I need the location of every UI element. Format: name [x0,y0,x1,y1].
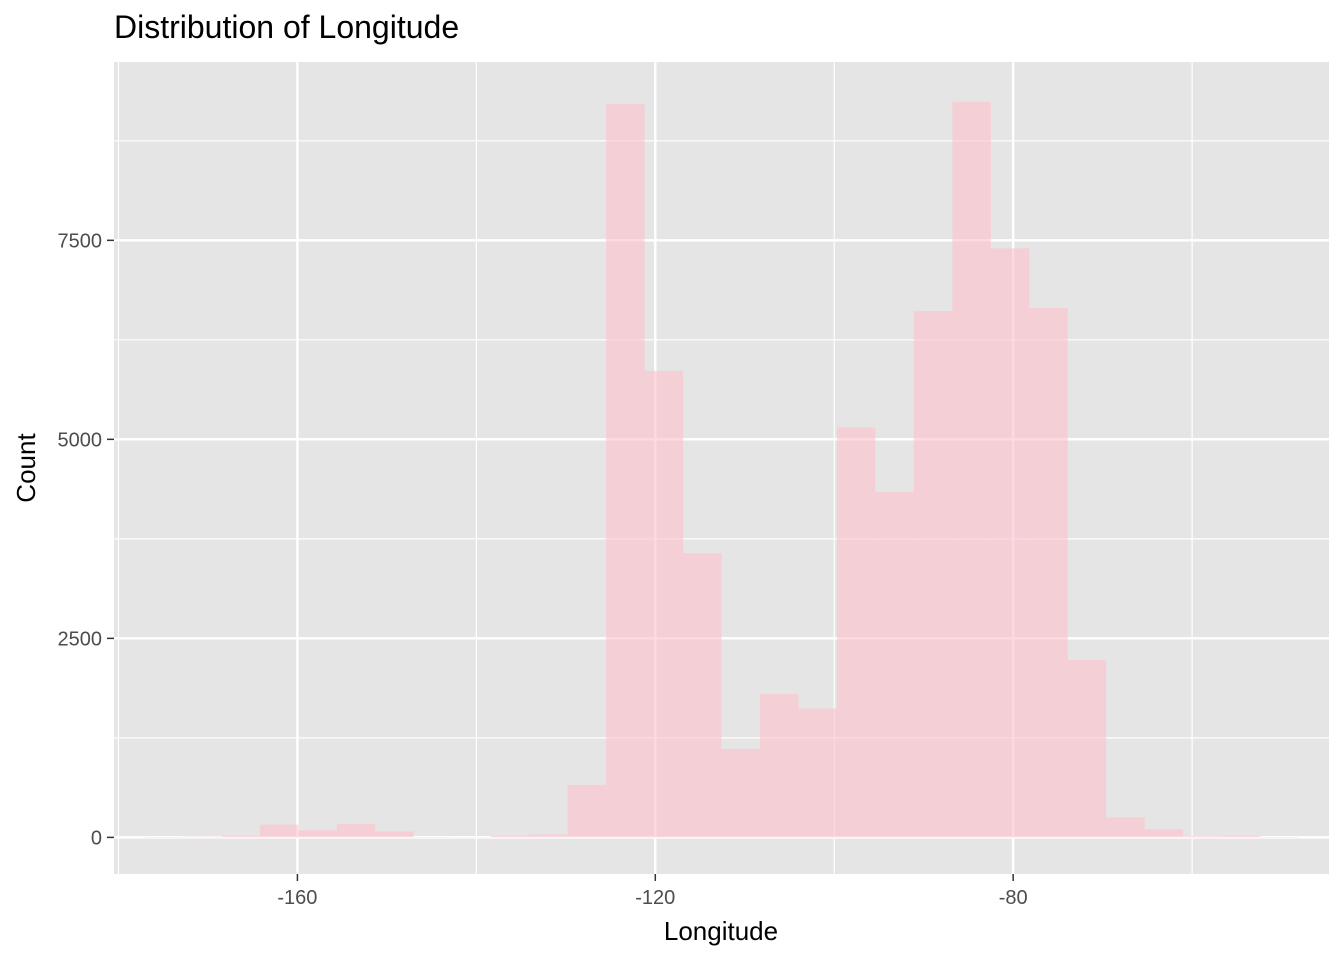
histogram-bar [1029,307,1068,838]
histogram-bar [836,427,876,838]
y-tick-label: 2500 [58,628,103,650]
histogram-bar [490,835,530,838]
histogram-bar [913,311,953,838]
y-tick-label: 0 [91,827,102,849]
histogram-bar [259,824,299,838]
chart-title: Distribution of Longitude [114,9,459,45]
x-tick-label: -160 [277,887,317,909]
histogram-bar [375,831,414,838]
histogram-bar [298,830,337,838]
histogram-bar [1106,817,1145,838]
histogram-bar [567,784,607,838]
y-tick-label: 5000 [58,429,103,451]
histogram-bar [759,694,799,838]
histogram-bar [875,491,914,838]
histogram-bars [144,101,1299,838]
histogram-bar [182,836,222,838]
y-axis-ticks: 0 2500 5000 7500 [58,230,114,849]
histogram-bar [952,101,991,838]
x-axis-ticks: -160 -120 -80 [277,874,1028,909]
histogram-bar [1221,835,1261,838]
histogram-bar [644,370,684,838]
histogram-bar [1067,659,1107,838]
x-tick-label: -120 [635,887,675,909]
histogram-bar [721,749,760,838]
histogram-bar [336,823,376,838]
y-axis-title: Count [11,433,41,503]
y-tick-label: 7500 [58,230,103,252]
histogram-bar [798,708,837,838]
histogram-bar [1144,829,1184,838]
x-axis-title: Longitude [664,916,778,946]
histogram-bar [1183,836,1222,838]
histogram-bar [990,248,1030,838]
x-tick-label: -80 [999,887,1028,909]
histogram-bar [529,834,568,838]
histogram-bar [683,553,722,838]
histogram-bar [221,835,260,838]
histogram-bar [606,104,645,838]
